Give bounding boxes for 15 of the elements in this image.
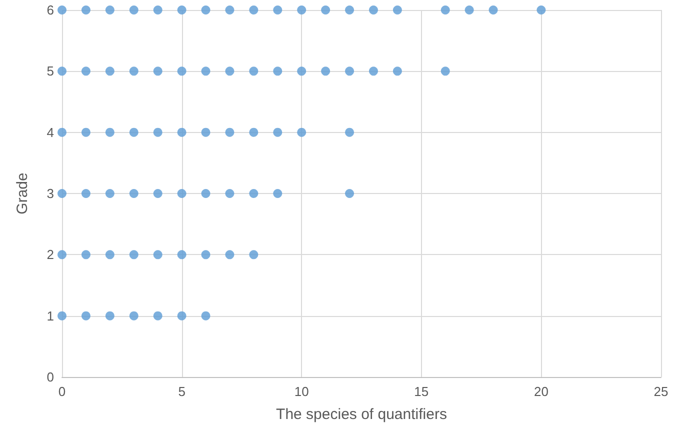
x-tick-label: 0: [58, 384, 66, 399]
y-tick-label: 1: [46, 308, 54, 324]
y-tick-label: 6: [46, 2, 54, 18]
y-axis-title: Grade: [14, 172, 31, 214]
y-tick-label: 5: [46, 64, 54, 79]
y-tick-label: 0: [46, 370, 54, 384]
x-tick-label: 5: [178, 384, 186, 399]
x-tick-label: 20: [534, 384, 548, 399]
y-tick-label: 3: [46, 186, 54, 201]
x-tick-label: 10: [294, 384, 309, 399]
y-tick-label: 4: [46, 124, 54, 140]
x-tick-label: 25: [654, 384, 668, 399]
x-axis-title: The species of quantifiers: [276, 406, 447, 423]
x-tick-label: 15: [414, 384, 429, 399]
y-tick-label: 2: [46, 247, 54, 262]
